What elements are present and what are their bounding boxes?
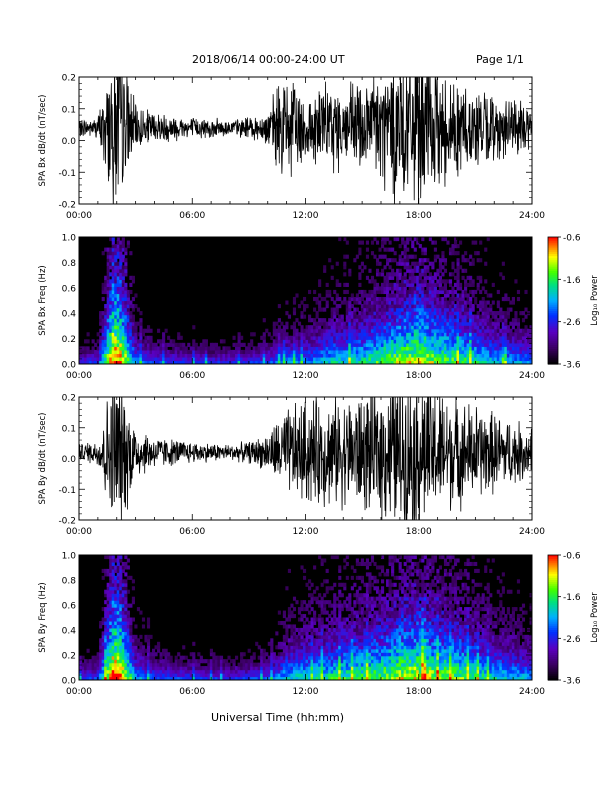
panel-3: 00:00 06:00 12:00 18:00 24:00 -0.2 -0.1 0.0 0.1 0… xyxy=(38,394,545,538)
y-tick-label: 0.2 xyxy=(62,335,76,345)
y-tick-label: 0.8 xyxy=(62,259,77,269)
y-tick-label: -0.2 xyxy=(58,517,76,527)
colorbar-label: Log₁₀ Power xyxy=(590,275,600,326)
y-tick-label: 0.1 xyxy=(62,424,76,434)
panel-2: -0.6 -1.6 -2.6 -3.6 Log₁₀ Power 00:00 06:00 12:… xyxy=(38,234,600,382)
colorbar-label: Log₁₀ Power xyxy=(590,592,600,643)
x-tick-label: 06:00 xyxy=(179,371,205,381)
colorbar-tick-label: -2.6 xyxy=(563,318,581,328)
colorbar-tick-label: -3.6 xyxy=(563,677,581,687)
y-axis-label: SPA By Freq (Hz) xyxy=(38,582,48,652)
y-axis-label: SPA Bx dB/dt (nT/sec) xyxy=(38,95,48,187)
y-tick-label: 0.4 xyxy=(62,310,77,320)
y-tick-label: -0.1 xyxy=(58,486,76,496)
y-tick-label: 1.0 xyxy=(62,552,77,562)
x-tick-label: 18:00 xyxy=(406,527,432,537)
x-tick-label: 00:00 xyxy=(66,687,92,697)
colorbar: -0.6 -1.6 -2.6 -3.6 Log₁₀ Power xyxy=(547,234,600,371)
panel-4: -0.6 -1.6 -2.6 -3.6 Log₁₀ Power 00:00 06:00 12:… xyxy=(38,552,600,698)
x-tick-label: 06:00 xyxy=(179,527,205,537)
x-tick-label: 00:00 xyxy=(66,371,92,381)
colorbar-tick-label: -1.6 xyxy=(563,593,581,603)
x-tick-label: 06:00 xyxy=(179,687,205,697)
y-tick-label: -0.1 xyxy=(58,169,76,179)
x-tick-label: 18:00 xyxy=(406,371,432,381)
colorbar-tick-label: -1.6 xyxy=(563,276,581,286)
y-tick-label: 0.0 xyxy=(62,455,77,465)
y-tick-label: 0.0 xyxy=(62,361,77,371)
colorbar-tick-label: -3.6 xyxy=(563,361,581,371)
x-tick-label: 12:00 xyxy=(293,371,319,381)
y-tick-label: 0.2 xyxy=(62,652,76,662)
y-tick-label: 0.1 xyxy=(62,105,76,115)
waveform-series xyxy=(79,397,532,520)
y-tick-label: 0.4 xyxy=(62,627,77,637)
x-axis-label: Universal Time (hh:mm) xyxy=(211,711,344,724)
spectrogram-cells xyxy=(79,237,532,364)
x-tick-label: 12:00 xyxy=(293,527,319,537)
x-tick-label: 18:00 xyxy=(406,211,432,221)
x-tick-label: 24:00 xyxy=(519,687,545,697)
x-tick-label: 12:00 xyxy=(293,211,319,221)
spectrogram-cells xyxy=(79,555,532,680)
y-tick-label: 0.6 xyxy=(62,602,77,612)
y-tick-label: 0.0 xyxy=(62,677,77,687)
x-tick-label: 24:00 xyxy=(519,527,545,537)
x-tick-label: 24:00 xyxy=(519,211,545,221)
page-number: Page 1/1 xyxy=(476,53,524,66)
panel-1: 00:00 06:00 12:00 18:00 24:00 -0.2 -0.1 0.0 0.1 0… xyxy=(38,74,545,222)
page-title: 2018/06/14 00:00-24:00 UT xyxy=(192,53,345,66)
colorbar: -0.6 -1.6 -2.6 -3.6 Log₁₀ Power xyxy=(547,552,600,687)
x-tick-label: 06:00 xyxy=(179,211,205,221)
y-axis-label: SPA By dB/dt (nT/sec) xyxy=(38,413,48,505)
x-tick-label: 00:00 xyxy=(66,211,92,221)
colorbar-tick-label: -0.6 xyxy=(563,234,581,244)
y-tick-label: 0.0 xyxy=(62,137,77,147)
x-tick-label: 24:00 xyxy=(519,371,545,381)
x-tick-label: 18:00 xyxy=(406,687,432,697)
y-tick-label: 0.8 xyxy=(62,577,77,587)
x-tick-label: 00:00 xyxy=(66,527,92,537)
y-tick-label: 1.0 xyxy=(62,234,77,244)
y-tick-label: -0.2 xyxy=(58,201,76,211)
y-tick-label: 0.2 xyxy=(62,394,76,404)
x-tick-label: 12:00 xyxy=(293,687,319,697)
colorbar-tick-label: -0.6 xyxy=(563,552,581,562)
y-tick-label: 0.2 xyxy=(62,74,76,84)
y-axis-label: SPA Bx Freq (Hz) xyxy=(38,265,48,335)
y-tick-label: 0.6 xyxy=(62,284,77,294)
colorbar-tick-label: -2.6 xyxy=(563,635,581,645)
waveform-series xyxy=(79,77,532,204)
